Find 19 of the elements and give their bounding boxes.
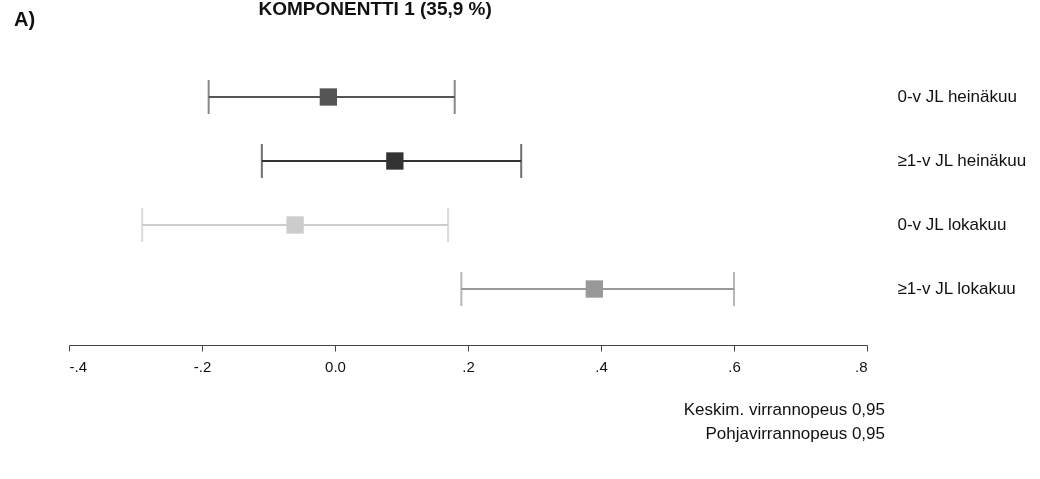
x-tick-label: .2 bbox=[462, 357, 475, 375]
y-tick-label: ≥1-v JL heinäkuu bbox=[897, 151, 1027, 170]
x-tick-label: .6 bbox=[728, 357, 741, 375]
y-tick-label: 0-v JL heinäkuu bbox=[897, 87, 1017, 106]
text: A) bbox=[14, 8, 36, 31]
x-tick-label: .4 bbox=[595, 357, 608, 375]
x-tick-label: -.2 bbox=[193, 357, 212, 375]
y-tick-label: ≥1-v JL lokakuu bbox=[897, 279, 1016, 298]
point bbox=[286, 216, 304, 234]
text: Pohjavirrannopeus 0,95 bbox=[704, 423, 885, 445]
chart-title: KOMPONENTTI 1 (35,9 %) bbox=[258, 0, 492, 19]
x-tick-label: -.4 bbox=[69, 357, 88, 375]
x-tick-label: .8 bbox=[854, 357, 868, 375]
point bbox=[585, 280, 604, 298]
x-tick-label: 0.0 bbox=[325, 357, 346, 375]
point bbox=[319, 88, 338, 106]
y-tick-label: 0-v JL lokakuu bbox=[897, 215, 1007, 234]
point bbox=[386, 152, 404, 170]
text: Keskim. virrannopeus 0,95 bbox=[683, 399, 885, 421]
